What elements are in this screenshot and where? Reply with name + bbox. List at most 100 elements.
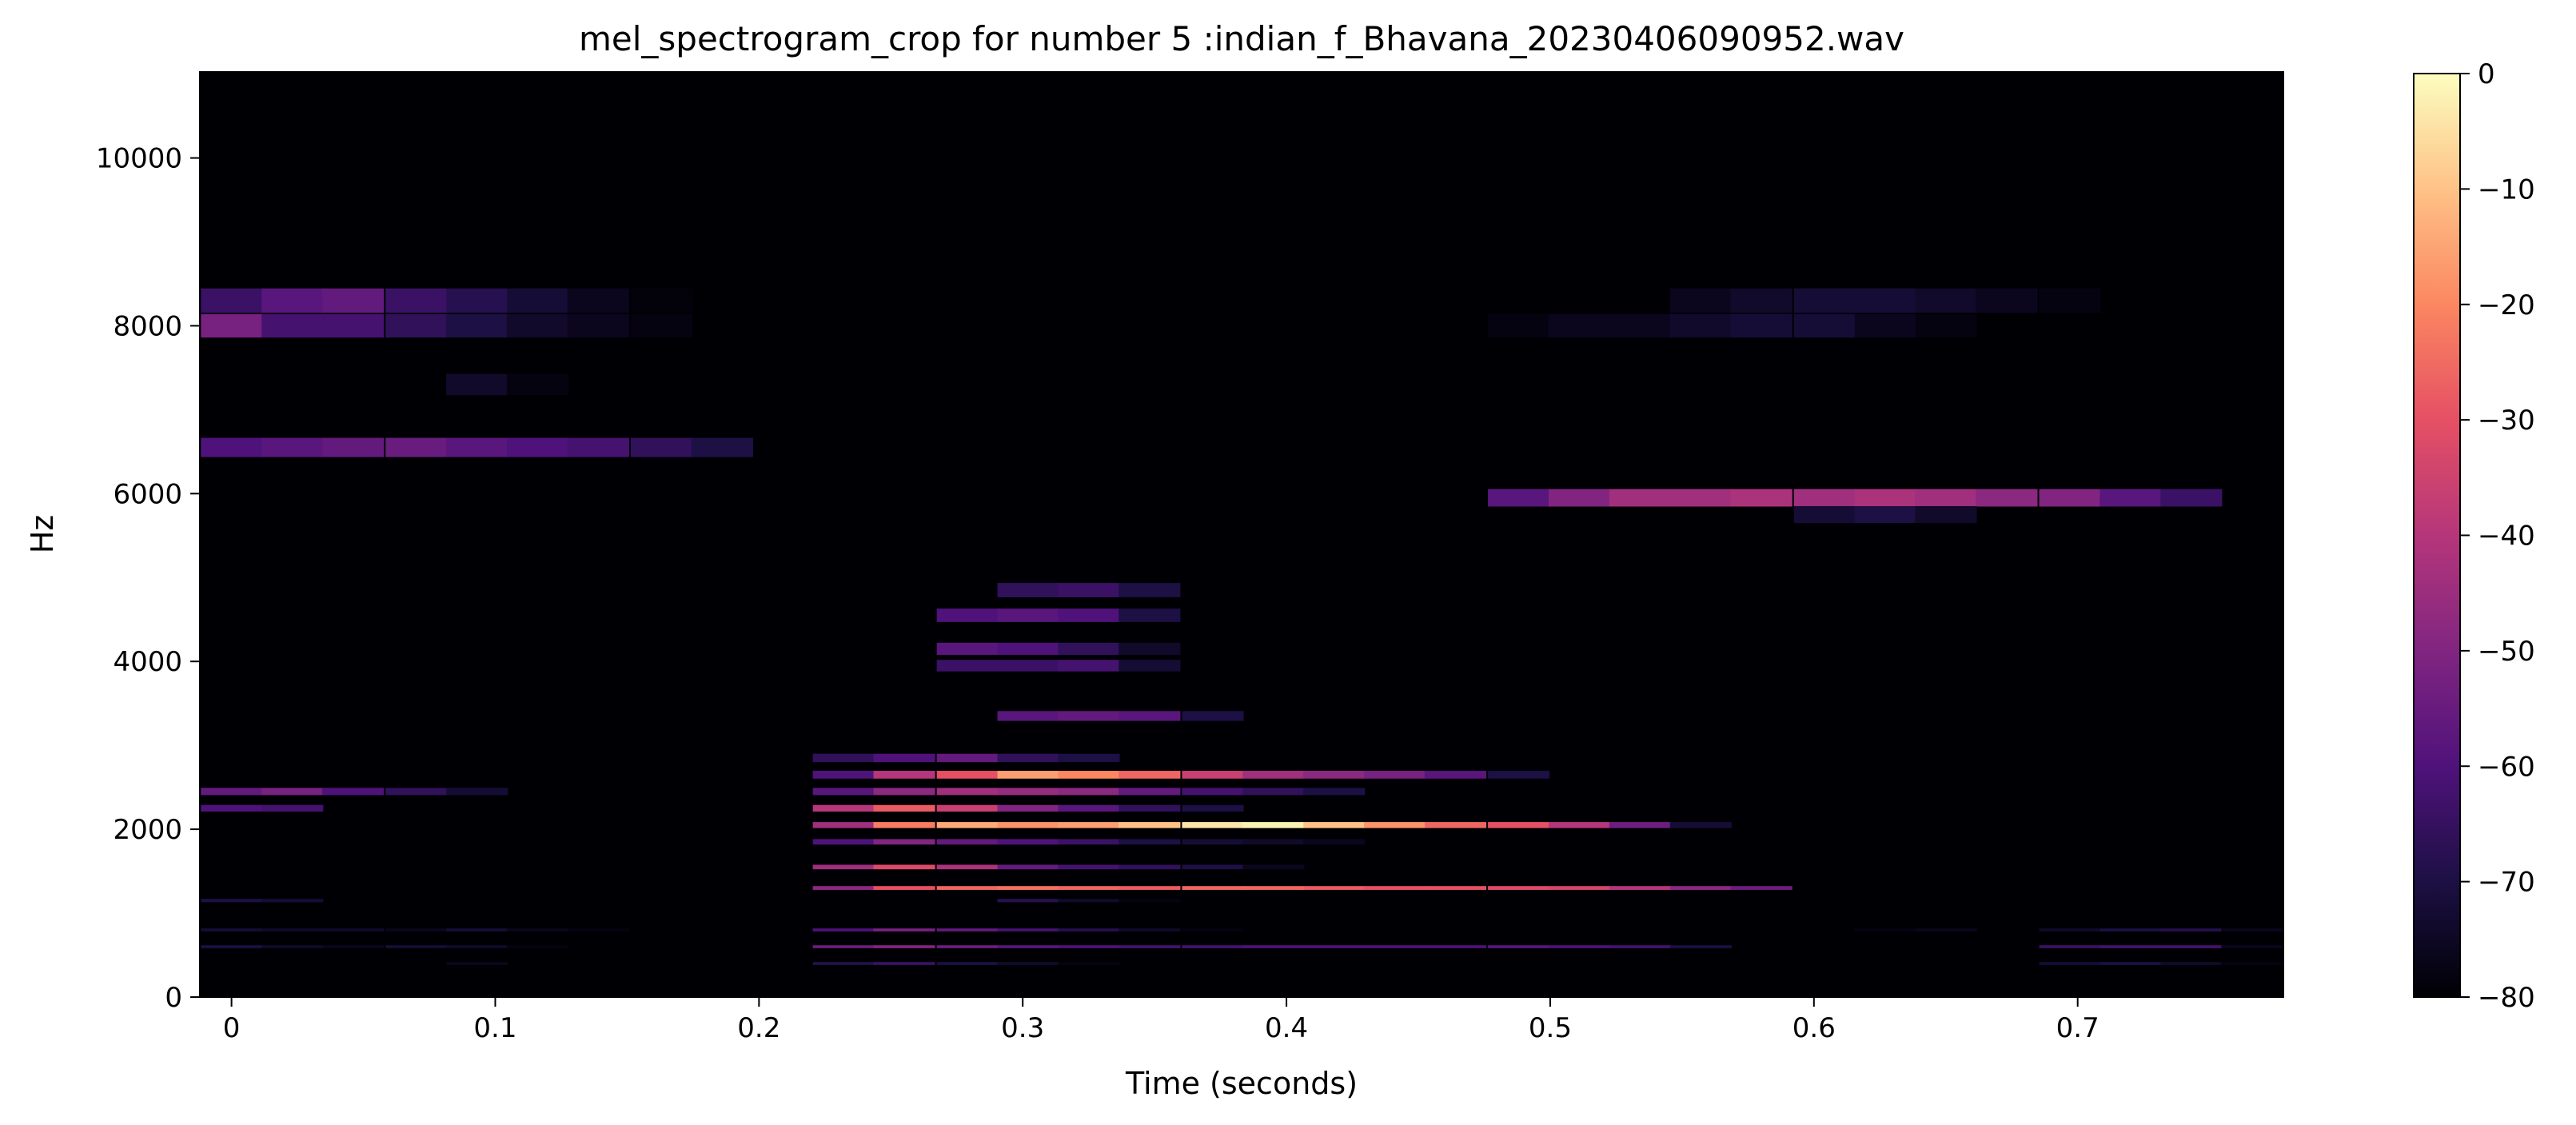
spectrogram-cell — [2160, 489, 2223, 507]
spectrogram-cell — [1182, 788, 1244, 796]
spectrogram-cell — [997, 886, 1059, 890]
spectrogram-cell — [1548, 945, 1611, 948]
spectrogram-cell — [1609, 886, 1671, 890]
spectrogram-cell — [1793, 288, 1856, 313]
spectrogram-cell — [506, 928, 569, 932]
spectrogram-cell — [1182, 886, 1244, 890]
spectrogram-cell — [2099, 928, 2162, 932]
spectrogram-cell — [997, 608, 1059, 622]
spectrogram-cell — [446, 945, 508, 948]
spectrogram-cell — [1364, 945, 1426, 948]
spectrogram-cell — [997, 771, 1059, 779]
spectrogram-cell — [1242, 886, 1305, 890]
spectrogram-cell — [997, 899, 1059, 903]
spectrogram-cell — [936, 753, 999, 763]
x-axis: 0 0.1 0.2 0.3 0.4 0.5 0.6 0.7 — [223, 997, 2099, 1044]
colorbar-tick-label: 0 — [2478, 58, 2495, 90]
spectrogram-cell — [1303, 945, 1366, 948]
spectrogram-cell — [261, 804, 324, 812]
spectrogram-cell — [506, 373, 569, 396]
spectrogram-cell — [1182, 928, 1244, 932]
spectrogram-cell — [936, 962, 999, 965]
spectrogram-cell — [997, 945, 1059, 948]
spectrogram-cell — [506, 437, 569, 457]
spectrogram-cell — [873, 822, 935, 828]
spectrogram-cell — [1730, 288, 1792, 313]
spectrogram-cell — [1242, 771, 1305, 779]
spectrogram-cell — [1058, 804, 1120, 812]
spectrogram-cell — [936, 864, 999, 870]
spectrogram-cell — [261, 928, 324, 932]
spectrogram-cell — [1242, 839, 1305, 845]
spectrogram-cell — [873, 788, 935, 796]
x-tick-label: 0.2 — [737, 1012, 780, 1044]
spectrogram-cell — [997, 788, 1059, 796]
spectrogram-cell — [1730, 313, 1792, 338]
spectrogram-cell — [1730, 489, 1792, 507]
spectrogram-cell — [631, 288, 693, 313]
spectrogram-cell — [1609, 489, 1671, 507]
spectrogram-cell — [1119, 642, 1181, 656]
spectrogram-cell — [261, 437, 324, 457]
spectrogram-cell — [201, 928, 263, 932]
spectrogram-cell — [812, 788, 875, 796]
x-tick-label: 0.4 — [1265, 1012, 1308, 1044]
spectrogram-cell — [261, 288, 324, 313]
spectrogram-cell — [1058, 822, 1120, 828]
spectrogram-cell — [1182, 804, 1244, 812]
spectrogram-cell — [1488, 945, 1550, 948]
spectrogram-cell — [1424, 771, 1487, 779]
spectrogram-cell — [506, 288, 569, 313]
spectrogram-cell — [1976, 489, 2038, 507]
y-tick-label: 8000 — [113, 310, 182, 342]
colorbar-tick-label: −30 — [2478, 405, 2535, 437]
spectrogram-cell — [997, 864, 1059, 870]
spectrogram-cell — [1058, 788, 1120, 796]
spectrogram-cell — [1242, 788, 1305, 796]
spectrogram-cell — [1609, 313, 1671, 338]
spectrogram-cell — [873, 804, 935, 812]
spectrogram-cell — [812, 839, 875, 845]
spectrogram-cell — [997, 822, 1059, 828]
spectrogram-cell — [385, 313, 448, 338]
spectrogram-cell — [1976, 288, 2038, 313]
spectrogram-cell — [873, 771, 935, 779]
spectrogram-cell — [2039, 489, 2101, 507]
spectrogram-cell — [2099, 962, 2162, 965]
spectrogram-cell — [446, 373, 508, 396]
spectrogram-cell — [1488, 822, 1550, 828]
spectrogram-cell — [1488, 313, 1550, 338]
y-tick-label: 0 — [165, 982, 182, 1014]
spectrogram-cell — [385, 437, 448, 457]
spectrogram-cell — [1424, 822, 1487, 828]
spectrogram-cell — [2160, 928, 2223, 932]
spectrogram-cell — [201, 804, 263, 812]
spectrogram-cell — [1548, 822, 1611, 828]
spectrogram-cell — [1058, 945, 1120, 948]
spectrogram-cell — [1793, 313, 1856, 338]
spectrogram-cell — [1854, 506, 1916, 524]
spectrogram-cell — [1364, 886, 1426, 890]
spectrogram-cell — [1609, 945, 1671, 948]
spectrogram-cell — [936, 608, 999, 622]
spectrogram-cell — [1548, 489, 1611, 507]
spectrogram-cell — [1058, 753, 1120, 763]
colorbar-tick-label: −20 — [2478, 289, 2535, 321]
colorbar-tick-label: −70 — [2478, 867, 2535, 899]
spectrogram-cell — [1242, 822, 1305, 828]
spectrogram-cell — [936, 839, 999, 845]
spectrogram-cell — [201, 899, 263, 903]
spectrogram-cell — [1854, 489, 1916, 507]
spectrogram-cell — [1548, 313, 1611, 338]
x-tick-label: 0.1 — [473, 1012, 516, 1044]
spectrogram-cell — [1058, 839, 1120, 845]
spectrogram-cell — [1119, 928, 1181, 932]
spectrogram-cell — [631, 437, 693, 457]
spectrogram-cell — [812, 864, 875, 870]
spectrogram-cell — [506, 945, 569, 948]
spectrogram-cell — [1609, 822, 1671, 828]
spectrogram-cell — [201, 437, 263, 457]
spectrogram-cell — [1119, 660, 1181, 672]
spectrogram-cell — [1915, 489, 1977, 507]
spectrogram-cell — [506, 313, 569, 338]
